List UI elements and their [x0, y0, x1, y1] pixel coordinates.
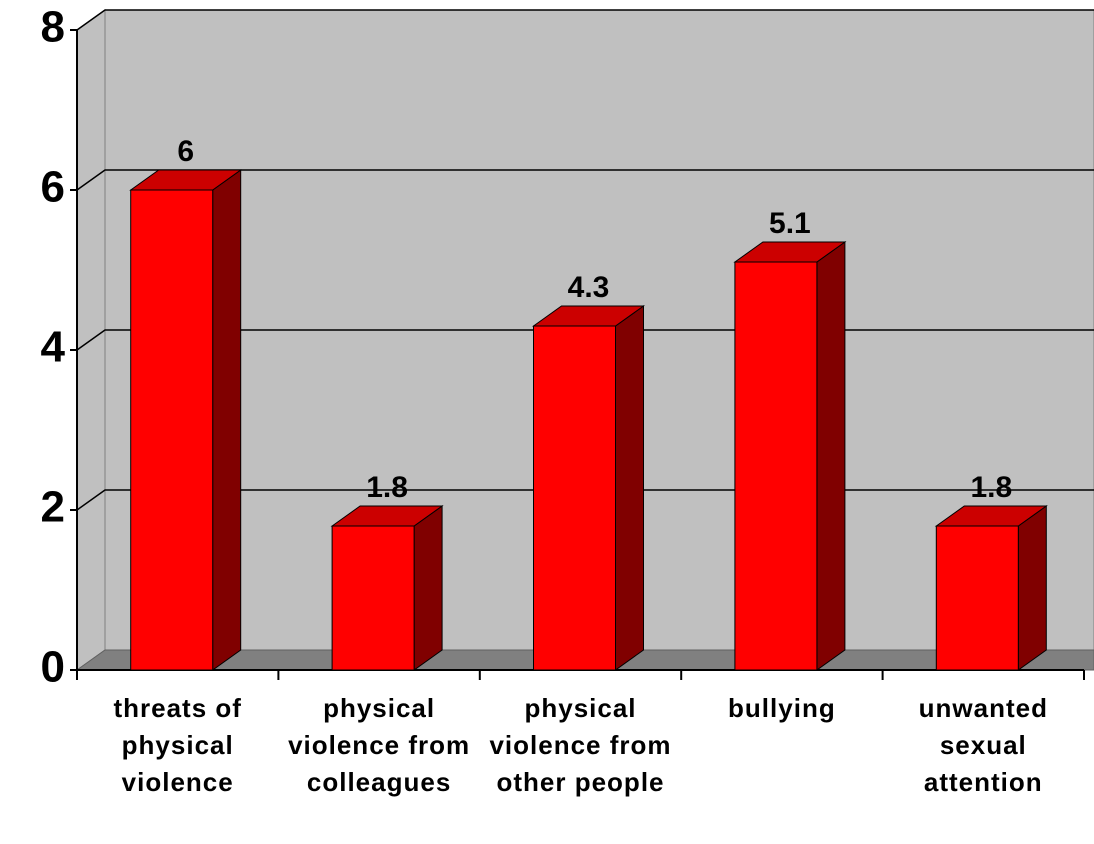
y-tick-label: 6: [41, 163, 65, 212]
value-label: 4.3: [568, 271, 610, 304]
grid-line: [76, 9, 1094, 31]
value-label: 5.1: [769, 207, 811, 240]
y-tick-label: 0: [41, 643, 65, 692]
bar: [533, 325, 616, 671]
bar-side: [413, 505, 443, 671]
x-tick-label: bullying: [728, 693, 836, 723]
x-tick-label: threats of physical violence: [113, 693, 242, 797]
y-tick-label: 8: [41, 3, 65, 52]
bar-side: [212, 169, 242, 671]
bar: [734, 261, 818, 671]
value-label: 6: [177, 135, 194, 168]
x-tick-label: physical violence from other people: [489, 693, 672, 797]
bar-side: [615, 305, 644, 671]
grid-line: [76, 169, 1094, 191]
y-tick-label: 2: [41, 483, 65, 532]
x-tick-label: physical violence from colleagues: [288, 693, 471, 797]
bar: [331, 525, 415, 671]
bar: [935, 525, 1019, 671]
value-label: 1.8: [970, 471, 1012, 504]
bar-side: [816, 241, 846, 671]
value-label: 1.8: [366, 471, 408, 504]
x-tick-label: unwanted sexual attention: [918, 693, 1048, 797]
bar: [130, 189, 214, 671]
y-tick-label: 4: [41, 323, 66, 372]
bar-side: [1017, 505, 1047, 671]
